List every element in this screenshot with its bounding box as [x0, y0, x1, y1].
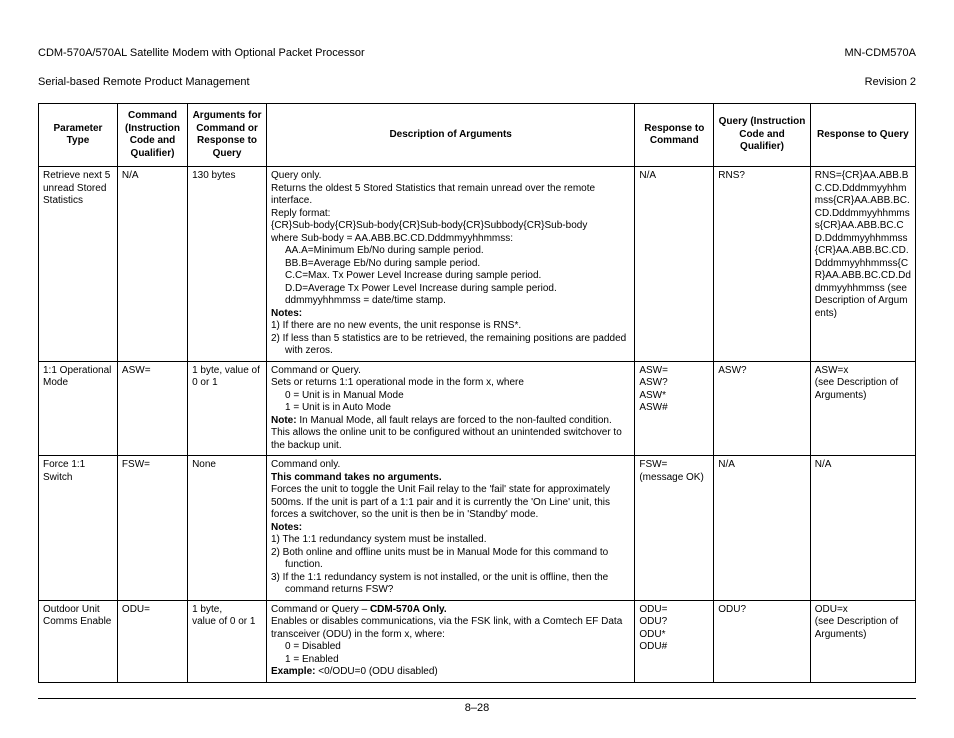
- desc-line: 2) Both online and offline units must be…: [271, 547, 630, 560]
- cell-desc: Command or Query – CDM-570A Only. Enable…: [267, 600, 635, 682]
- desc-line: D.D=Average Tx Power Level Increase duri…: [271, 283, 630, 296]
- cell-resp-cmd: N/A: [635, 167, 714, 362]
- desc-line: 3) If the 1:1 redundancy system is not i…: [271, 572, 630, 585]
- cell-resp-query: ODU=x (see Description of Arguments): [810, 600, 915, 682]
- document-page: CDM-570A/570AL Satellite Modem with Opti…: [0, 0, 954, 738]
- desc-line: 1 = Unit is in Auto Mode: [271, 402, 630, 415]
- desc-line: Example: <0/ODU=0 (ODU disabled): [271, 666, 630, 679]
- desc-line: Forces the unit to toggle the Unit Fail …: [271, 484, 630, 522]
- header-product-title: CDM-570A/570AL Satellite Modem with Opti…: [38, 47, 365, 59]
- desc-line: Command or Query.: [271, 365, 630, 378]
- table-row: Outdoor Unit Comms Enable ODU= 1 byte, v…: [39, 600, 916, 682]
- desc-line: command returns FSW?: [271, 584, 630, 597]
- cell-resp-cmd: ODU= ODU? ODU* ODU#: [635, 600, 714, 682]
- page-number: 8–28: [465, 702, 489, 714]
- note-text: In Manual Mode, all fault relays are for…: [271, 415, 622, 451]
- cell-param: Outdoor Unit Comms Enable: [39, 600, 118, 682]
- cell-desc: Command or Query. Sets or returns 1:1 op…: [267, 361, 635, 456]
- cell-desc: Command only. This command takes no argu…: [267, 456, 635, 601]
- desc-line: Reply format:: [271, 208, 630, 221]
- page-footer: 8–28: [38, 698, 916, 714]
- desc-line: where Sub-body = AA.ABB.BC.CD.Dddmmyyhhm…: [271, 233, 630, 246]
- cell-query: ASW?: [714, 361, 810, 456]
- col-parameter-type: Parameter Type: [39, 104, 118, 167]
- header-subtitle: Serial-based Remote Product Management: [38, 76, 250, 88]
- desc-line: Enables or disables communications, via …: [271, 616, 630, 641]
- header-doc-id: MN-CDM570A: [844, 47, 916, 59]
- desc-line: 1 = Enabled: [271, 654, 630, 667]
- desc-line: with zeros.: [271, 345, 630, 358]
- table-header-row: Parameter Type Command (Instruction Code…: [39, 104, 916, 167]
- desc-bold: CDM-570A Only.: [370, 604, 447, 615]
- cell-resp-query: RNS={CR}AA.ABB.BC.CD.Dddmmyyhhmmss{CR}AA…: [810, 167, 915, 362]
- notes-label: Notes:: [271, 308, 630, 321]
- cell-cmd: ASW=: [117, 361, 187, 456]
- notes-label: Notes:: [271, 522, 630, 535]
- col-description: Description of Arguments: [267, 104, 635, 167]
- header-right: MN-CDM570A Revision 2: [844, 32, 916, 89]
- page-header: CDM-570A/570AL Satellite Modem with Opti…: [38, 32, 916, 89]
- cell-param: Retrieve next 5 unread Stored Statistics: [39, 167, 118, 362]
- desc-line: 2) If less than 5 statistics are to be r…: [271, 333, 630, 346]
- desc-line: Command or Query – CDM-570A Only.: [271, 604, 630, 617]
- desc-line: 0 = Unit is in Manual Mode: [271, 390, 630, 403]
- col-arguments: Arguments for Command or Response to Que…: [188, 104, 267, 167]
- header-revision: Revision 2: [865, 76, 916, 88]
- cell-cmd: ODU=: [117, 600, 187, 682]
- cell-query: ODU?: [714, 600, 810, 682]
- cell-param: 1:1 Operational Mode: [39, 361, 118, 456]
- desc-line: ddmmyyhhmmss = date/time stamp.: [271, 295, 630, 308]
- col-query: Query (Instruction Code and Qualifier): [714, 104, 810, 167]
- desc-line: BB.B=Average Eb/No during sample period.: [271, 258, 630, 271]
- note-label: Note:: [271, 415, 297, 426]
- desc-line: Query only.: [271, 170, 630, 183]
- example-label: Example:: [271, 666, 315, 677]
- desc-line: This command takes no arguments.: [271, 472, 630, 485]
- desc-line: 1) If there are no new events, the unit …: [271, 320, 630, 333]
- cell-cmd: N/A: [117, 167, 187, 362]
- cell-args: 130 bytes: [188, 167, 267, 362]
- col-response-command: Response to Command: [635, 104, 714, 167]
- cell-cmd: FSW=: [117, 456, 187, 601]
- desc-pre: Command or Query –: [271, 604, 370, 615]
- desc-line: Note: In Manual Mode, all fault relays a…: [271, 415, 630, 453]
- desc-line: AA.A=Minimum Eb/No during sample period.: [271, 245, 630, 258]
- desc-line: Sets or returns 1:1 operational mode in …: [271, 377, 630, 390]
- table-row: Retrieve next 5 unread Stored Statistics…: [39, 167, 916, 362]
- table-row: Force 1:1 Switch FSW= None Command only.…: [39, 456, 916, 601]
- desc-line: {CR}Sub-body{CR}Sub-body{CR}Sub-body{CR}…: [271, 220, 630, 233]
- example-text: <0/ODU=0 (ODU disabled): [315, 666, 437, 677]
- col-response-query: Response to Query: [810, 104, 915, 167]
- table-row: 1:1 Operational Mode ASW= 1 byte, value …: [39, 361, 916, 456]
- cell-resp-query: ASW=x (see Description of Arguments): [810, 361, 915, 456]
- desc-line: Returns the oldest 5 Stored Statistics t…: [271, 183, 630, 208]
- cell-args: None: [188, 456, 267, 601]
- parameter-table: Parameter Type Command (Instruction Code…: [38, 103, 916, 683]
- cell-args: 1 byte, value of 0 or 1: [188, 600, 267, 682]
- cell-resp-cmd: ASW= ASW? ASW* ASW#: [635, 361, 714, 456]
- desc-line: function.: [271, 559, 630, 572]
- cell-param: Force 1:1 Switch: [39, 456, 118, 601]
- desc-line: 0 = Disabled: [271, 641, 630, 654]
- desc-line: C.C=Max. Tx Power Level Increase during …: [271, 270, 630, 283]
- cell-desc: Query only. Returns the oldest 5 Stored …: [267, 167, 635, 362]
- desc-line: Command only.: [271, 459, 630, 472]
- cell-resp-query: N/A: [810, 456, 915, 601]
- cell-args: 1 byte, value of 0 or 1: [188, 361, 267, 456]
- col-command: Command (Instruction Code and Qualifier): [117, 104, 187, 167]
- desc-line: 1) The 1:1 redundancy system must be ins…: [271, 534, 630, 547]
- cell-query: RNS?: [714, 167, 810, 362]
- header-left: CDM-570A/570AL Satellite Modem with Opti…: [38, 32, 365, 89]
- cell-query: N/A: [714, 456, 810, 601]
- cell-resp-cmd: FSW= (message OK): [635, 456, 714, 601]
